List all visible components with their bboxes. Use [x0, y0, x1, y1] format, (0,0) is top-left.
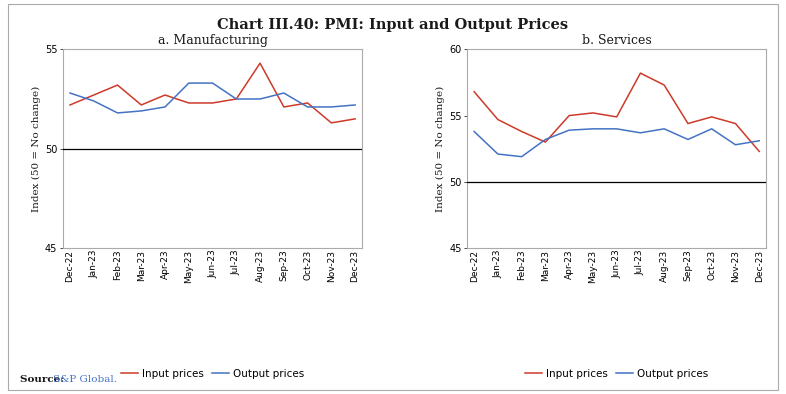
Input prices [184, 100, 193, 105]
Input prices [137, 102, 146, 107]
Input prices [232, 97, 241, 101]
Input prices [279, 104, 288, 109]
Legend: Input prices, Output prices: Input prices, Output prices [525, 369, 708, 379]
Output prices [327, 104, 336, 109]
Input prices [469, 89, 479, 94]
Output prices [303, 104, 312, 109]
Output prices [517, 154, 527, 159]
Output prices [232, 97, 241, 101]
Output prices [184, 81, 193, 85]
Output prices [755, 138, 764, 143]
Input prices [636, 71, 645, 76]
Output prices [564, 128, 574, 132]
Output prices [731, 142, 740, 147]
Input prices [517, 129, 527, 134]
Output prices [683, 137, 692, 142]
Input prices [303, 100, 312, 105]
Input prices [541, 140, 550, 145]
Output prices [636, 130, 645, 135]
Output prices [208, 81, 217, 85]
Title: a. Manufacturing: a. Manufacturing [157, 34, 267, 47]
Output prices [113, 111, 123, 115]
Text: S&P Global.: S&P Global. [53, 375, 117, 384]
Input prices [113, 83, 123, 87]
Input prices [89, 93, 98, 97]
Output prices [588, 126, 597, 131]
Output prices [255, 97, 265, 101]
Input prices [493, 117, 502, 122]
Output prices [137, 109, 146, 113]
Input prices [351, 117, 360, 121]
Text: Source:: Source: [20, 375, 68, 384]
Line: Input prices: Input prices [474, 73, 759, 151]
Output prices [160, 104, 170, 109]
Line: Input prices: Input prices [70, 63, 355, 123]
Line: Output prices: Output prices [474, 129, 759, 157]
Output prices [659, 126, 669, 131]
Input prices [588, 111, 597, 115]
Y-axis label: Index (50 = No change): Index (50 = No change) [31, 85, 41, 212]
Input prices [612, 115, 622, 119]
Input prices [564, 113, 574, 118]
Input prices [65, 102, 75, 107]
Output prices [351, 102, 360, 107]
Output prices [65, 91, 75, 95]
Output prices [469, 129, 479, 134]
Output prices [89, 98, 98, 103]
Input prices [659, 83, 669, 87]
Input prices [731, 121, 740, 126]
Legend: Input prices, Output prices: Input prices, Output prices [121, 369, 304, 379]
Title: b. Services: b. Services [582, 34, 652, 47]
Input prices [208, 100, 217, 105]
Output prices [612, 126, 622, 131]
Input prices [160, 93, 170, 97]
Input prices [327, 121, 336, 125]
Input prices [683, 121, 692, 126]
Output prices [279, 91, 288, 95]
Output prices [493, 152, 502, 156]
Y-axis label: Index (50 = No change): Index (50 = No change) [435, 85, 445, 212]
Input prices [255, 61, 265, 65]
Output prices [541, 137, 550, 142]
Output prices [707, 126, 716, 131]
Line: Output prices: Output prices [70, 83, 355, 113]
Input prices [755, 149, 764, 154]
Text: Chart III.40: PMI: Input and Output Prices: Chart III.40: PMI: Input and Output Pric… [218, 18, 568, 32]
Input prices [707, 115, 716, 119]
